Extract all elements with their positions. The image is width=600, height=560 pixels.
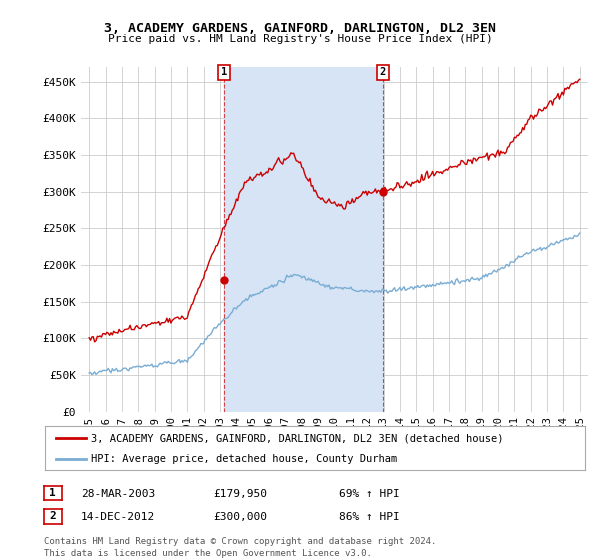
Text: 3, ACADEMY GARDENS, GAINFORD, DARLINGTON, DL2 3EN: 3, ACADEMY GARDENS, GAINFORD, DARLINGTON… (104, 21, 496, 35)
Text: Contains HM Land Registry data © Crown copyright and database right 2024.
This d: Contains HM Land Registry data © Crown c… (44, 537, 436, 558)
Text: HPI: Average price, detached house, County Durham: HPI: Average price, detached house, Coun… (91, 454, 397, 464)
Text: 2: 2 (380, 67, 386, 77)
Text: £179,950: £179,950 (213, 489, 267, 499)
Text: 3, ACADEMY GARDENS, GAINFORD, DARLINGTON, DL2 3EN (detached house): 3, ACADEMY GARDENS, GAINFORD, DARLINGTON… (91, 433, 503, 443)
Text: 1: 1 (49, 488, 56, 498)
Text: £300,000: £300,000 (213, 512, 267, 522)
Bar (224, 67, 383, 412)
Text: Price paid vs. HM Land Registry's House Price Index (HPI): Price paid vs. HM Land Registry's House … (107, 34, 493, 44)
Text: 1: 1 (221, 67, 227, 77)
Text: 2: 2 (49, 511, 56, 521)
Text: 69% ↑ HPI: 69% ↑ HPI (339, 489, 400, 499)
Text: 28-MAR-2003: 28-MAR-2003 (81, 489, 155, 499)
Text: 86% ↑ HPI: 86% ↑ HPI (339, 512, 400, 522)
Text: 14-DEC-2012: 14-DEC-2012 (81, 512, 155, 522)
